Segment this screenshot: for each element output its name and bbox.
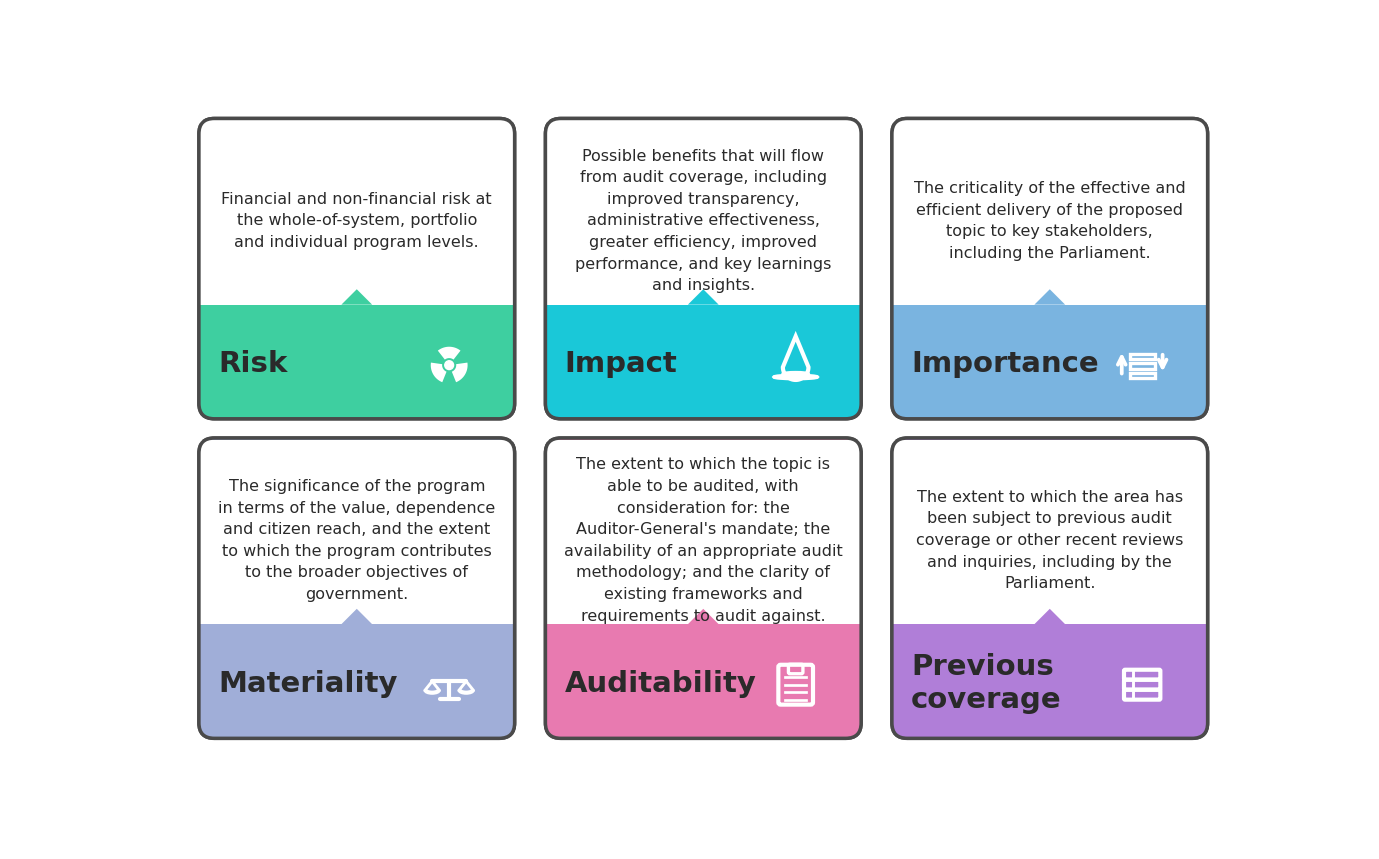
- FancyBboxPatch shape: [199, 119, 514, 419]
- Bar: [200, 440, 513, 624]
- Bar: [547, 120, 859, 305]
- Text: Risk: Risk: [218, 350, 288, 378]
- Bar: [547, 440, 859, 624]
- FancyBboxPatch shape: [199, 438, 514, 739]
- Polygon shape: [439, 347, 461, 360]
- FancyBboxPatch shape: [199, 438, 514, 739]
- Polygon shape: [688, 609, 718, 624]
- Text: The significance of the program
in terms of the value, dependence
and citizen re: The significance of the program in terms…: [218, 479, 495, 602]
- Text: Financial and non-financial risk at
the whole-of-system, portfolio
and individua: Financial and non-financial risk at the …: [222, 192, 492, 250]
- FancyBboxPatch shape: [892, 119, 1208, 419]
- Polygon shape: [452, 362, 467, 382]
- Bar: [894, 440, 1207, 624]
- FancyBboxPatch shape: [892, 119, 1208, 419]
- Circle shape: [445, 361, 454, 369]
- FancyBboxPatch shape: [546, 438, 860, 739]
- Text: Impact: Impact: [564, 350, 677, 378]
- Bar: [894, 120, 1207, 305]
- Polygon shape: [1034, 609, 1065, 624]
- Polygon shape: [430, 362, 447, 382]
- FancyBboxPatch shape: [892, 438, 1208, 739]
- FancyBboxPatch shape: [546, 119, 860, 419]
- Text: Previous
coverage: Previous coverage: [912, 654, 1062, 714]
- Text: The extent to which the topic is
able to be audited, with
consideration for: the: The extent to which the topic is able to…: [564, 457, 843, 624]
- Bar: [1129, 354, 1154, 359]
- Text: The criticality of the effective and
efficient delivery of the proposed
topic to: The criticality of the effective and eff…: [914, 181, 1186, 261]
- Polygon shape: [1034, 289, 1065, 305]
- Text: Possible benefits that will flow
from audit coverage, including
improved transpa: Possible benefits that will flow from au…: [575, 149, 832, 293]
- Text: Materiality: Materiality: [218, 669, 397, 698]
- FancyBboxPatch shape: [546, 119, 860, 419]
- Polygon shape: [688, 289, 718, 305]
- Bar: [1129, 373, 1154, 378]
- FancyBboxPatch shape: [546, 438, 860, 739]
- FancyBboxPatch shape: [199, 119, 514, 419]
- Text: Importance: Importance: [912, 350, 1099, 378]
- Text: Auditability: Auditability: [564, 669, 757, 698]
- FancyBboxPatch shape: [892, 438, 1208, 739]
- Polygon shape: [342, 609, 372, 624]
- Bar: [200, 120, 513, 305]
- Polygon shape: [342, 289, 372, 305]
- Text: The extent to which the area has
been subject to previous audit
coverage or othe: The extent to which the area has been su…: [916, 490, 1183, 591]
- Bar: [1129, 363, 1154, 369]
